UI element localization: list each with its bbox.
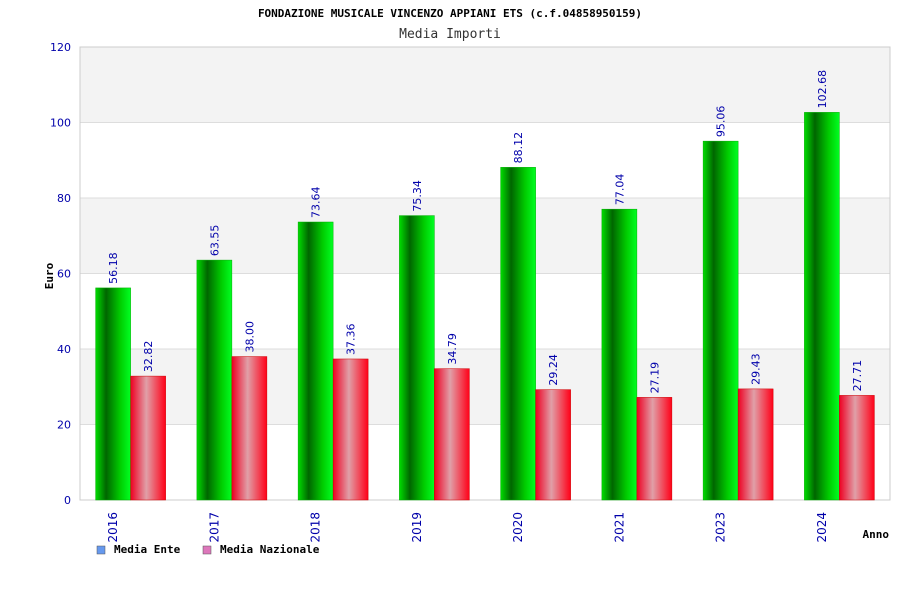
- data-label: 32.82: [142, 341, 155, 373]
- bar-media-ente: [601, 208, 638, 501]
- x-tick-label: 2024: [815, 512, 829, 543]
- data-label: 27.71: [851, 360, 864, 392]
- y-tick-label: 100: [50, 117, 71, 130]
- y-tick-label: 60: [57, 268, 71, 281]
- bar-media-ente: [95, 287, 131, 501]
- x-tick-label: 2017: [207, 512, 221, 543]
- bar-media-ente: [196, 259, 233, 501]
- data-label: 77.04: [613, 174, 626, 206]
- chart-title: FONDAZIONE MUSICALE VINCENZO APPIANI ETS…: [258, 7, 642, 20]
- plot-background: [79, 46, 891, 501]
- data-label: 75.34: [411, 180, 424, 212]
- bar-media-nazionale: [130, 375, 166, 501]
- bar-media-nazionale: [839, 395, 875, 501]
- legend-swatch: [202, 545, 212, 555]
- data-label: 27.19: [648, 362, 661, 394]
- data-label: 88.12: [512, 132, 525, 164]
- x-tick-label: 2023: [714, 512, 728, 543]
- x-axis-label: Anno: [863, 528, 890, 541]
- bar-media-nazionale: [434, 368, 470, 501]
- bars-group: 56.18 32.82 63.55 38.00 73.64 37.36 75.34 34.79…: [95, 70, 875, 501]
- bar-media-nazionale: [737, 388, 774, 501]
- data-label: 37.36: [345, 323, 358, 355]
- bar-media-nazionale: [535, 389, 571, 501]
- x-axis: 2016 2017 2018 2019 2020 2021 2023 2024: [106, 512, 829, 543]
- legend: Media Ente Media Nazionale: [96, 543, 320, 556]
- bar-media-nazionale: [231, 356, 268, 501]
- data-label: 95.06: [715, 106, 728, 138]
- plot-frame: [79, 46, 891, 501]
- legend-swatch: [96, 545, 106, 555]
- legend-label: Media Ente: [114, 543, 181, 556]
- data-label: 29.24: [547, 354, 560, 386]
- y-tick-label: 80: [57, 192, 71, 205]
- bar-media-nazionale: [332, 358, 369, 501]
- bar-media-ente: [297, 221, 334, 501]
- legend-label: Media Nazionale: [220, 543, 320, 556]
- y-tick-label: 120: [50, 41, 71, 54]
- bar-media-ente: [702, 140, 739, 501]
- plot-band: [80, 47, 890, 123]
- bar-media-ente: [399, 215, 435, 501]
- x-tick-label: 2019: [410, 512, 424, 543]
- x-tick-label: 2020: [511, 512, 525, 543]
- bar-media-ente: [804, 112, 840, 501]
- data-label: 29.43: [750, 353, 763, 385]
- x-tick-label: 2016: [106, 512, 120, 543]
- data-label: 56.18: [107, 252, 120, 284]
- y-tick-label: 40: [57, 343, 71, 356]
- y-tick-label: 20: [57, 419, 71, 432]
- data-label: 34.79: [446, 333, 459, 365]
- plot-band: [80, 122, 890, 198]
- y-tick-label: 0: [64, 494, 71, 507]
- bar-media-nazionale: [636, 397, 673, 501]
- chart-subtitle: Media Importi: [399, 27, 501, 42]
- data-label: 73.64: [310, 187, 323, 219]
- data-label: 63.55: [208, 225, 221, 257]
- y-axis: 0 20 40 60 80 100 120: [50, 41, 71, 507]
- x-tick-label: 2021: [612, 512, 626, 543]
- x-tick-label: 2018: [309, 512, 323, 543]
- y-axis-label: Euro: [43, 262, 56, 289]
- bar-media-ente: [500, 167, 536, 501]
- data-label: 38.00: [243, 321, 256, 353]
- data-label: 102.68: [816, 70, 829, 109]
